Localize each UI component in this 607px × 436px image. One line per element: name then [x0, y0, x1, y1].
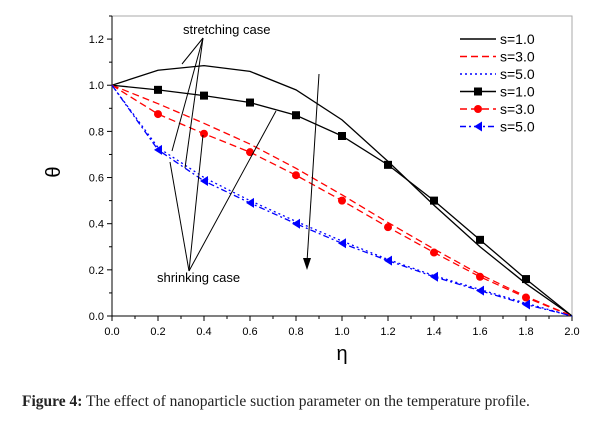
x-tick-label: 2.0: [564, 326, 579, 338]
data-point: [246, 197, 254, 208]
legend-marker: [474, 87, 482, 96]
data-point: [522, 275, 530, 284]
legend-label: s=5.0: [500, 119, 535, 135]
x-tick-label: 0.4: [196, 326, 211, 338]
data-point: [246, 148, 254, 157]
annotation-pointer: [181, 37, 204, 65]
x-tick-label: 1.2: [380, 326, 395, 338]
y-tick-label: 0.0: [89, 311, 104, 323]
annotation-pointer: [184, 37, 204, 169]
data-point: [430, 248, 438, 257]
data-point: [476, 285, 484, 296]
data-point: [200, 91, 208, 100]
y-tick-label: 1.2: [89, 34, 104, 46]
legend-label: s=1.0: [500, 31, 535, 47]
y-tick-label: 0.8: [89, 126, 104, 138]
theta-eta-chart: 0.0 0.2 0.4 0.6 0.8 1.0 1.2 1.4 1.6 1.8 2.0 0.0 0.2 0…: [43, 15, 580, 365]
data-point: [154, 85, 162, 94]
y-tick-label: 1.0: [89, 80, 104, 92]
data-point: [200, 129, 208, 138]
data-point: [338, 132, 346, 140]
data-point: [154, 144, 162, 155]
annotation-stretching: stretching case: [183, 22, 270, 37]
annotation-shrinking: shrinking case: [157, 270, 240, 285]
y-tick-label: 0.2: [89, 265, 104, 277]
trend-arrow: [306, 73, 320, 263]
data-point: [338, 238, 346, 249]
legend-label: s=3.0: [500, 101, 535, 117]
annotation-pointer: [171, 37, 204, 152]
x-tick-label: 0.0: [104, 326, 119, 338]
caption-label: Figure 4:: [22, 393, 83, 410]
caption-text: The effect of nanoparticle suction param…: [82, 393, 530, 410]
x-tick-label: 1.8: [518, 326, 533, 338]
data-point: [200, 176, 208, 186]
trend-arrowhead: [303, 258, 311, 270]
data-point: [476, 272, 484, 281]
legend-label: s=3.0: [500, 49, 535, 65]
x-tick-label: 1.0: [334, 326, 349, 338]
data-point: [338, 196, 346, 205]
series-line-stretching-0: [111, 64, 573, 317]
data-point: [292, 171, 300, 180]
y-axis-label: θ: [43, 166, 65, 177]
annotation-pointer: [188, 110, 277, 272]
legend-label: s=1.0: [500, 84, 535, 100]
series-line-shrinking-5: [111, 84, 573, 317]
legend-marker: [474, 105, 482, 113]
legend-label: s=5.0: [500, 66, 535, 82]
data-point: [430, 271, 438, 282]
data-point: [430, 196, 438, 205]
x-tick-label: 1.4: [426, 326, 441, 338]
x-tick-label: 0.2: [150, 326, 165, 338]
data-point: [384, 255, 392, 266]
data-point: [384, 160, 392, 169]
x-axis-label: η: [336, 343, 347, 365]
data-point: [246, 98, 254, 107]
y-tick-label: 0.4: [89, 219, 104, 231]
figure-caption: Figure 4: The effect of nanoparticle suc…: [22, 392, 602, 411]
legend-marker: [474, 121, 482, 132]
series-line-stretching-2: [111, 84, 573, 317]
data-point: [292, 218, 300, 229]
x-tick-label: 1.6: [472, 326, 487, 338]
annotation-pointer: [169, 161, 190, 272]
data-point: [522, 299, 530, 310]
x-tick-label: 0.8: [288, 326, 303, 338]
series-line-stretching-1: [111, 84, 573, 317]
data-point: [522, 293, 530, 302]
annotation-pointer: [188, 134, 204, 272]
data-point: [476, 235, 484, 244]
data-point: [292, 111, 300, 120]
data-point: [384, 223, 392, 232]
y-tick-label: 0.6: [89, 173, 104, 185]
x-tick-label: 0.6: [242, 326, 257, 338]
data-point: [154, 110, 162, 119]
